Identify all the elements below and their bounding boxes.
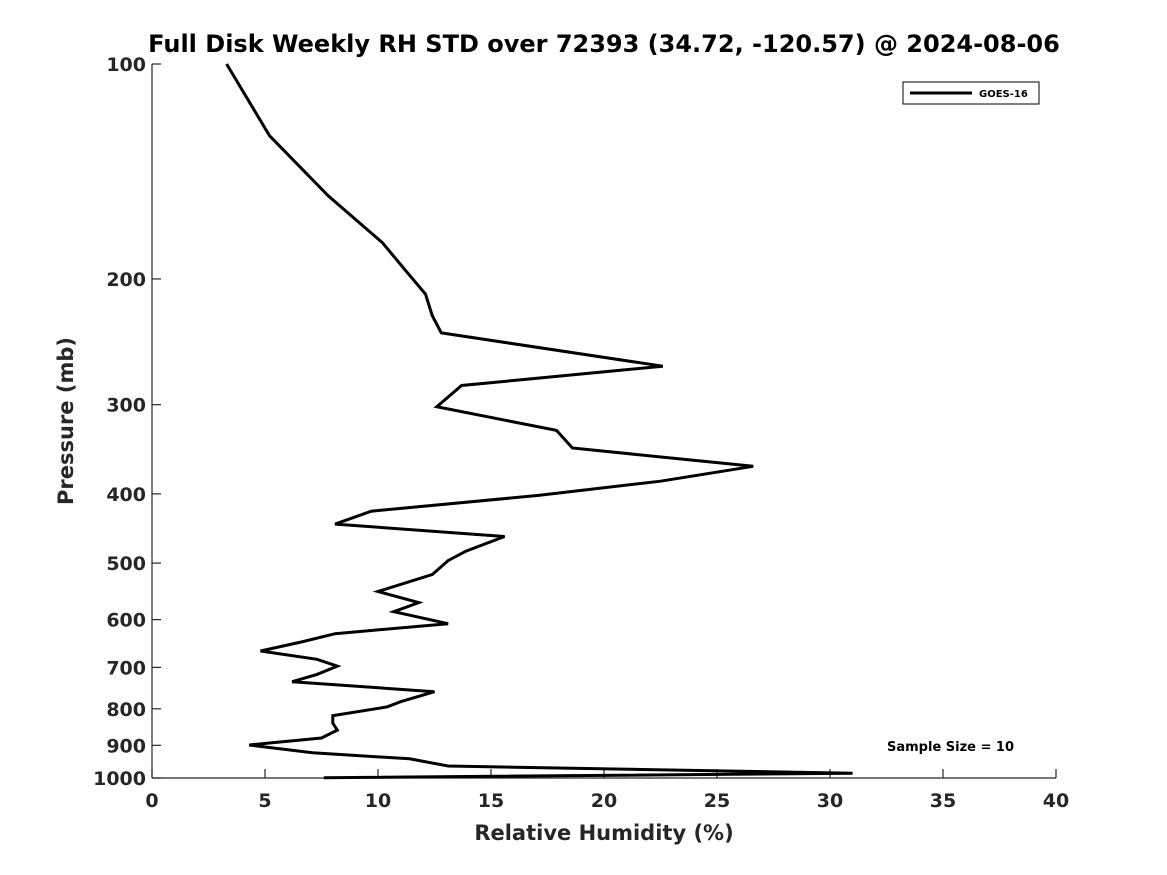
- series-layer: [225, 63, 853, 780]
- x-tick-label: 25: [704, 790, 730, 812]
- legend-label-goes-16: GOES-16: [979, 89, 1028, 100]
- x-tick-label: 0: [145, 790, 158, 812]
- y-tick-label: 600: [106, 610, 146, 632]
- y-tick-label: 200: [106, 269, 146, 291]
- legend: GOES-16: [902, 81, 1040, 105]
- x-axis-ticks: 0 5 10 15 20 25 30 35 40: [145, 769, 1069, 812]
- y-tick-label: 900: [106, 735, 146, 757]
- y-tick-label: 500: [106, 553, 146, 575]
- y-tick-label: 800: [106, 699, 146, 721]
- series-line-0: [225, 63, 853, 780]
- x-tick-label: 10: [365, 790, 391, 812]
- y-tick-label: 300: [106, 395, 146, 417]
- y-tick-label: 1000: [93, 768, 146, 790]
- y-tick-label: 700: [106, 657, 146, 679]
- x-tick-label: 40: [1043, 790, 1069, 812]
- y-axis-label: Pressure (mb): [54, 337, 78, 505]
- y-tick-label: 400: [106, 484, 146, 506]
- x-tick-label: 15: [478, 790, 504, 812]
- y-tick-label: 100: [106, 54, 146, 76]
- x-tick-label: 30: [817, 790, 843, 812]
- y-axis-ticks: 100 200 300 400 500 600 700 800 900 1000: [93, 54, 161, 790]
- sample-size-annotation: Sample Size = 10: [887, 740, 1014, 755]
- x-tick-label: 20: [591, 790, 617, 812]
- x-axis-label: Relative Humidity (%): [474, 821, 733, 845]
- chart-title: Full Disk Weekly RH STD over 72393 (34.7…: [148, 30, 1060, 58]
- x-tick-label: 35: [930, 790, 956, 812]
- x-tick-label: 5: [258, 790, 271, 812]
